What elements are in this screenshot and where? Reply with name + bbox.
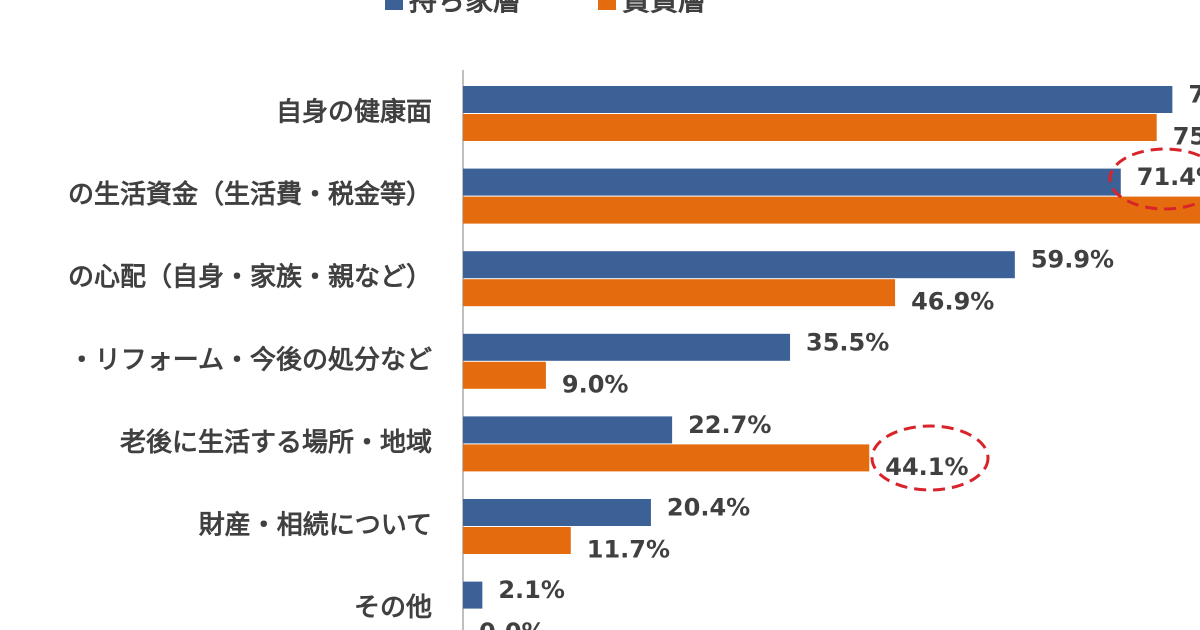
legend-label: 持ち家層: [409, 0, 521, 17]
category-label: ・リフォーム・今後の処分など: [69, 344, 432, 375]
bar: [463, 444, 870, 472]
bar: [463, 251, 1015, 279]
bar: [463, 361, 546, 389]
value-label: 20.4%: [667, 494, 750, 522]
legend-swatch: [598, 0, 616, 10]
bar: [463, 279, 896, 307]
value-label: 0.0%: [479, 618, 546, 630]
value-label: 2.1%: [498, 576, 565, 604]
value-label: 71.4%: [1137, 163, 1200, 191]
bar: [463, 86, 1173, 113]
bar: [463, 114, 1157, 141]
value-label: 59.9%: [1031, 246, 1114, 274]
value-label: 75.3%: [1173, 123, 1200, 151]
category-label: その他: [354, 593, 432, 623]
value-label: 35.5%: [806, 328, 889, 356]
highlight-circle: [1108, 147, 1200, 211]
category-label: 自身の健康面: [276, 97, 432, 128]
category-label: 老後に生活する場所・地域: [120, 427, 432, 458]
value-label: 46.9%: [911, 288, 994, 316]
bar: [463, 168, 1121, 196]
value-label: 77.0%: [1188, 81, 1200, 109]
bar: [463, 499, 651, 526]
value-label: 9.0%: [562, 370, 629, 398]
bar: [463, 527, 571, 554]
highlight-circle: [870, 424, 990, 492]
bar: [463, 196, 1200, 224]
bar: [463, 333, 791, 361]
bar: [463, 581, 483, 609]
legend-swatch: [385, 0, 403, 10]
value-label: 22.7%: [688, 411, 771, 439]
value-label: 44.1%: [885, 453, 968, 481]
value-label: 11.7%: [587, 536, 670, 564]
bar: [463, 416, 673, 444]
category-label: の生活資金（生活費・税金等）: [68, 179, 432, 210]
legend-label: 賃貸層: [621, 0, 706, 17]
category-label: 財産・相続について: [199, 510, 432, 541]
category-label: の心配（自身・家族・親など）: [68, 262, 432, 293]
